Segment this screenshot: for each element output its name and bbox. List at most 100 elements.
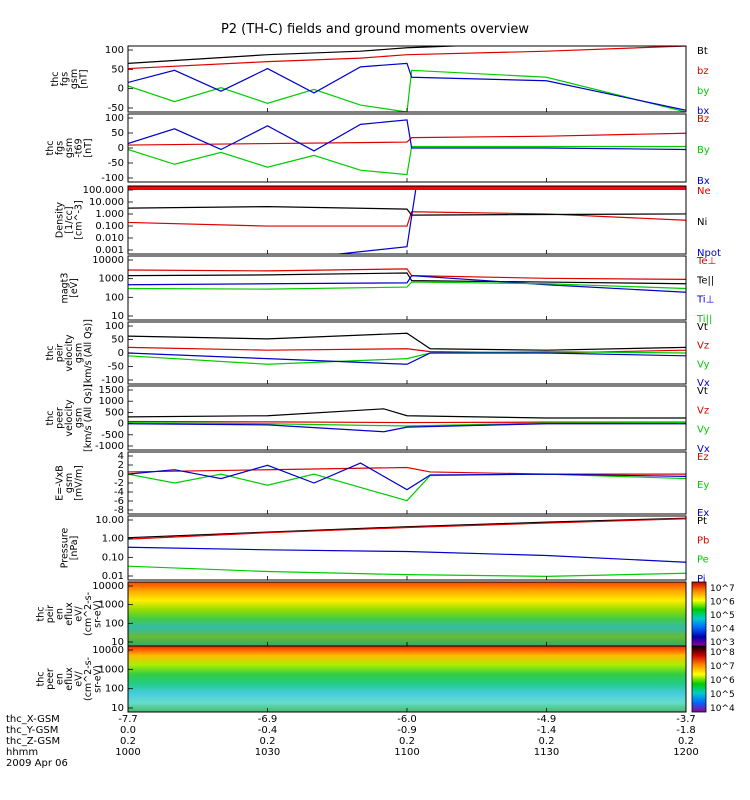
y-axis-label: [nT] (83, 138, 94, 157)
y-tick-label: 10000 (92, 645, 124, 656)
page-title: P2 (TH-C) fields and ground moments over… (220, 22, 530, 37)
series-fgs-bx (128, 62, 686, 111)
y-axis-label: gsm (64, 138, 75, 158)
colorbar-tick: 10^4 (710, 704, 735, 714)
y-tick-label: 1000 (99, 274, 124, 285)
y-tick-label: -50 (108, 103, 124, 114)
legend-entry: Pe (697, 555, 709, 566)
panel-magt3: Te⊥ Te|| Ti⊥ Ti|| 10000 1000 100 10 magt3[eV] (59, 255, 716, 325)
legend-entry: Vz (697, 405, 709, 416)
series-fgs-by (128, 69, 686, 112)
series-density-Ni (128, 206, 686, 216)
colorbar-tick: 10^5 (710, 690, 735, 700)
y-axis-label: sr-eV) (93, 665, 104, 693)
y-axis-label: thc (36, 672, 47, 687)
series-efield-Ey (128, 473, 686, 502)
legend-entry: bx (697, 106, 709, 117)
y-tick-label: 1000 (99, 664, 124, 675)
y-tick-label: -8 (114, 505, 124, 516)
y-tick-label: 10.00 (95, 515, 124, 526)
panel-frame (127, 515, 687, 581)
legend-entry: Pt (697, 516, 707, 527)
panel-density: Ne Ni Npot 100.00010.0001.0000.1000.0100.00… (55, 185, 721, 259)
y-axis-label: magt3 (59, 273, 70, 304)
y-axis-label: eflux (64, 602, 75, 626)
colorbar-tick: 10^6 (710, 598, 735, 608)
legend-entry: by (697, 86, 709, 97)
y-tick-label: 10000 (92, 581, 124, 592)
footer-value: 1100 (394, 747, 420, 758)
series-peir_velocity-Vy (128, 350, 686, 365)
panel-frame (127, 451, 687, 515)
series-pressure-Pe (128, 565, 686, 577)
y-axis-label: eV/ (74, 670, 85, 686)
y-tick-label: 1000 (99, 396, 124, 407)
y-tick-label: 0 (118, 419, 124, 430)
footer-value: 0.2 (678, 736, 694, 747)
y-tick-label: 0 (118, 143, 124, 154)
series-fgs-Bt (128, 46, 470, 64)
y-tick-label: 1.000 (95, 209, 124, 220)
y-axis-label: [nPa] (69, 536, 80, 561)
panel-peer_eflux: 10^8 10^7 10^6 10^5 10^4 10000 1000 100 10 thcpee… (36, 645, 735, 714)
y-tick-label: 10 (111, 703, 124, 714)
legend-entry: Bx (697, 176, 710, 187)
y-tick-label: 0 (118, 348, 124, 359)
y-tick-label: 2 (118, 460, 124, 471)
footer-value: 0.2 (538, 736, 555, 747)
panel-peir_velocity: Vt Vz Vy Vx 100 50 0 -50 -100 thcpeirvelocitygsm[… (45, 319, 710, 389)
y-tick-label: 10000 (92, 255, 124, 266)
series-peer_velocity-Vt (128, 408, 686, 419)
y-tick-label: 0.01 (102, 571, 124, 582)
series-peer_velocity-Vy (128, 421, 686, 427)
series-pressure-Pi (128, 546, 686, 563)
y-axis-label: -t69 (74, 138, 85, 157)
legend-entry: bz (697, 66, 709, 77)
series-peir_velocity-Vz (128, 346, 686, 354)
footer-value: -4.9 (536, 714, 557, 725)
y-axis-label: thc (36, 607, 47, 622)
footer-value: 1030 (254, 747, 281, 758)
colorbar-tick: 10^4 (710, 625, 735, 635)
y-axis-label: [1/cc] (64, 206, 75, 233)
footer-value: -6.9 (257, 714, 278, 725)
y-tick-label: 0.010 (95, 233, 124, 244)
legend-entry: Te⊥ (696, 256, 716, 267)
series-fgs_t169-Bz (128, 132, 686, 146)
series-peir_velocity-Vt (128, 332, 686, 351)
y-axis-label: gsm (64, 473, 75, 493)
density-top-band (128, 186, 686, 190)
y-tick-label: -100 (101, 375, 124, 386)
legend-entry: Ti⊥ (696, 295, 714, 306)
y-axis-label: [km/s (All Qs)] (83, 319, 94, 387)
series-magt3-Ti⊥ (128, 275, 686, 293)
y-axis-label: thc (45, 141, 56, 156)
series-magt3-Te⊥ (128, 268, 686, 281)
footer-value: 1130 (533, 747, 560, 758)
y-axis-label: Pressure (59, 528, 70, 569)
legend-entry: Ex (697, 508, 709, 519)
footer-value: 0.0 (120, 725, 136, 736)
legend-entry: Vx (697, 378, 710, 389)
legend-entry: Bt (697, 46, 708, 57)
legend-entry: Bz (697, 114, 709, 125)
legend-entry: Te|| (696, 275, 714, 286)
y-axis-label: thc (50, 72, 61, 87)
colorbar-tick: 10^7 (710, 662, 735, 672)
legend-entry: Vx (697, 444, 710, 455)
y-axis-label: eV/ (74, 605, 85, 621)
y-tick-label: 0.100 (95, 221, 124, 232)
y-tick-label: 100 (105, 684, 124, 695)
series-magt3-Ti|| (128, 281, 686, 290)
legend-entry: Vy (697, 425, 710, 436)
series-peer_velocity-Vx (128, 423, 686, 433)
colorbar-tick: 10^6 (710, 676, 735, 686)
footer-value: -7.7 (118, 714, 138, 725)
legend-entry: Ni (697, 217, 707, 228)
series-fgs_t169-By (128, 145, 686, 176)
footer-value: -0.4 (257, 725, 278, 736)
y-tick-label: 100 (105, 113, 124, 124)
footer-value: 1000 (115, 747, 141, 758)
